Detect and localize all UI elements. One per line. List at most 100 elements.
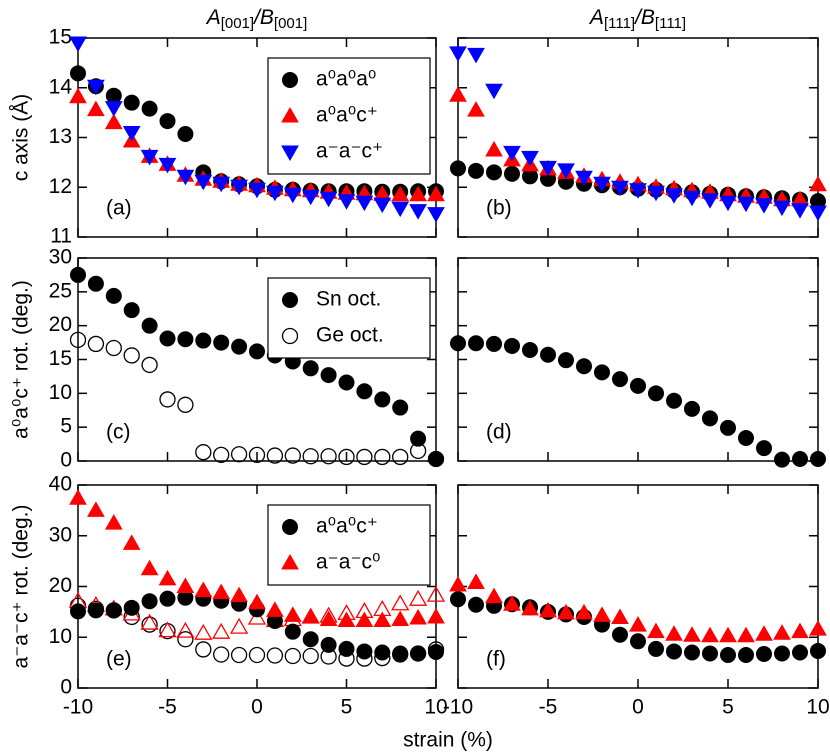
y-tick-label: 30 xyxy=(49,246,72,269)
marker xyxy=(213,334,230,351)
marker xyxy=(809,205,827,222)
y-tick-label: 10 xyxy=(49,381,72,404)
marker xyxy=(230,179,248,196)
marker xyxy=(104,113,123,130)
marker xyxy=(338,374,355,391)
marker xyxy=(409,185,427,202)
marker xyxy=(283,187,302,204)
marker xyxy=(70,65,86,82)
marker xyxy=(249,343,265,360)
legend-box xyxy=(267,504,431,586)
marker xyxy=(521,599,539,616)
marker xyxy=(468,596,484,613)
marker xyxy=(159,391,176,408)
marker xyxy=(374,391,391,408)
marker xyxy=(230,646,248,664)
marker xyxy=(756,440,772,457)
marker xyxy=(427,607,445,624)
marker xyxy=(356,383,373,400)
marker xyxy=(647,185,665,202)
x-tick-label: -10 xyxy=(443,696,473,719)
marker xyxy=(177,631,194,648)
panel-label: (b) xyxy=(486,197,512,220)
y-tick-label: 12 xyxy=(49,175,72,198)
marker xyxy=(301,189,320,206)
marker xyxy=(737,196,755,213)
marker xyxy=(774,645,790,662)
marker xyxy=(212,622,231,639)
marker xyxy=(230,446,248,463)
marker xyxy=(123,347,140,364)
marker xyxy=(738,429,754,446)
y-tick-label: 25 xyxy=(49,279,72,302)
marker xyxy=(195,332,212,349)
marker xyxy=(611,608,629,624)
marker xyxy=(449,575,467,592)
marker xyxy=(630,633,646,650)
marker xyxy=(320,448,337,465)
marker xyxy=(123,302,140,319)
y-tick-label: 0 xyxy=(60,676,72,699)
marker xyxy=(104,101,123,117)
legend-label: a⁰a⁰c⁺ xyxy=(316,104,378,127)
marker xyxy=(701,626,719,643)
marker xyxy=(467,573,485,589)
marker xyxy=(557,603,575,620)
x-tick-label: -10 xyxy=(63,696,93,719)
marker xyxy=(141,317,158,334)
marker xyxy=(719,626,737,643)
marker xyxy=(666,643,682,660)
marker xyxy=(176,577,195,593)
marker xyxy=(212,176,231,193)
marker xyxy=(158,569,177,586)
marker xyxy=(356,448,373,466)
marker xyxy=(176,169,195,186)
marker xyxy=(141,356,158,374)
marker xyxy=(593,606,611,622)
legend-box xyxy=(267,277,431,359)
marker xyxy=(248,182,266,199)
marker xyxy=(104,514,123,530)
marker xyxy=(522,342,538,359)
marker xyxy=(540,346,556,363)
marker xyxy=(391,201,410,218)
marker xyxy=(392,399,409,416)
marker xyxy=(410,645,427,662)
marker xyxy=(356,643,373,660)
marker xyxy=(140,613,159,630)
marker xyxy=(87,501,105,517)
title-part: /B xyxy=(633,6,655,29)
marker xyxy=(612,626,628,643)
marker xyxy=(629,616,647,632)
marker xyxy=(521,150,539,167)
marker xyxy=(70,603,86,620)
marker xyxy=(247,608,267,625)
panel-label: (c) xyxy=(106,421,131,444)
y-tick-label: 0 xyxy=(60,449,72,472)
marker xyxy=(426,585,446,602)
marker xyxy=(810,450,826,467)
y-tick-label: 20 xyxy=(49,313,72,336)
marker xyxy=(320,636,337,653)
panel-label: (a) xyxy=(106,197,132,220)
y-axis-label: a⁰a⁰c⁺ rot. (deg.) xyxy=(10,280,33,439)
marker xyxy=(450,160,466,177)
marker xyxy=(282,292,298,308)
marker xyxy=(392,448,409,466)
marker xyxy=(792,644,808,661)
marker xyxy=(69,87,87,104)
marker xyxy=(558,352,574,369)
y-tick-label: 14 xyxy=(49,75,73,98)
marker xyxy=(467,101,485,117)
legend-label: a⁻a⁻c⁺ xyxy=(316,140,383,163)
legend-label: a⁻a⁻c⁰ xyxy=(316,551,380,574)
marker xyxy=(539,601,557,618)
marker xyxy=(141,593,158,610)
marker xyxy=(485,83,503,100)
marker xyxy=(755,625,773,641)
marker xyxy=(141,616,158,633)
marker xyxy=(177,126,194,143)
marker xyxy=(159,330,176,347)
marker xyxy=(503,145,521,162)
marker xyxy=(791,203,809,219)
